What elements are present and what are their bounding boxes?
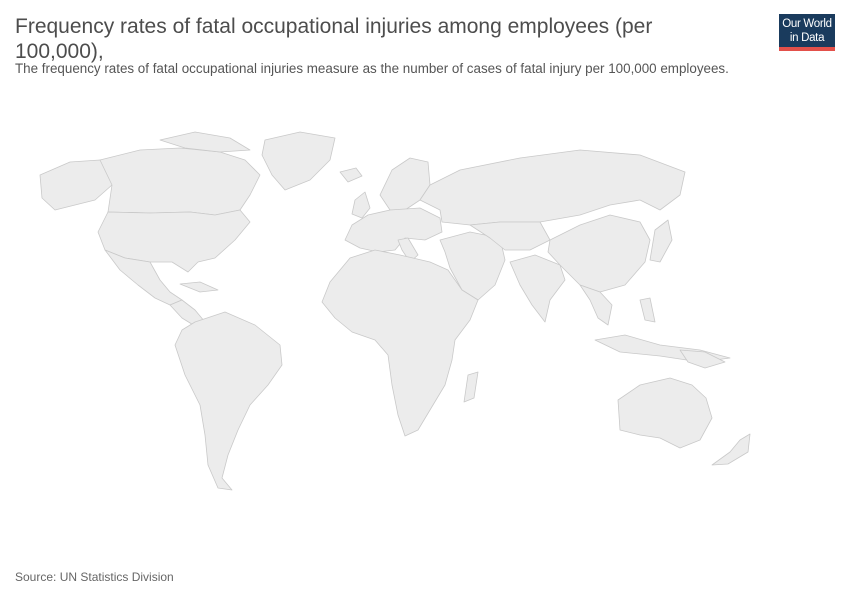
region-australia[interactable] [617, 377, 713, 449]
region-scandinavia[interactable] [379, 157, 431, 211]
region-uk[interactable] [351, 191, 371, 219]
source-note: Source: UN Statistics Division [15, 570, 174, 584]
region-philippines[interactable] [639, 297, 656, 323]
logo-line-1: Our World [782, 18, 832, 30]
owid-logo[interactable]: Our World in Data [779, 14, 835, 51]
region-china[interactable] [547, 214, 651, 293]
region-japan[interactable] [649, 219, 673, 263]
region-madagascar[interactable] [463, 371, 479, 403]
region-new-zealand[interactable] [711, 433, 751, 466]
region-new-guinea[interactable] [679, 349, 726, 369]
region-canada-arctic[interactable] [159, 131, 251, 153]
region-alaska[interactable] [39, 159, 119, 211]
region-india[interactable] [509, 254, 566, 323]
region-central-asia[interactable] [469, 221, 551, 251]
logo-accent-bar [779, 47, 835, 51]
chart-subtitle: The frequency rates of fatal occupationa… [15, 61, 729, 76]
region-south-america[interactable] [174, 311, 283, 491]
chart-title: Frequency rates of fatal occupational in… [15, 15, 653, 63]
region-iceland[interactable] [339, 167, 363, 183]
region-greenland[interactable] [261, 131, 336, 191]
region-canada[interactable] [99, 147, 261, 216]
region-africa[interactable] [321, 249, 479, 437]
region-russia[interactable] [419, 149, 686, 226]
region-cuba[interactable] [179, 281, 219, 293]
region-southeast-asia[interactable] [579, 284, 613, 326]
logo-line-2: in Data [789, 32, 825, 44]
world-map [39, 131, 751, 491]
